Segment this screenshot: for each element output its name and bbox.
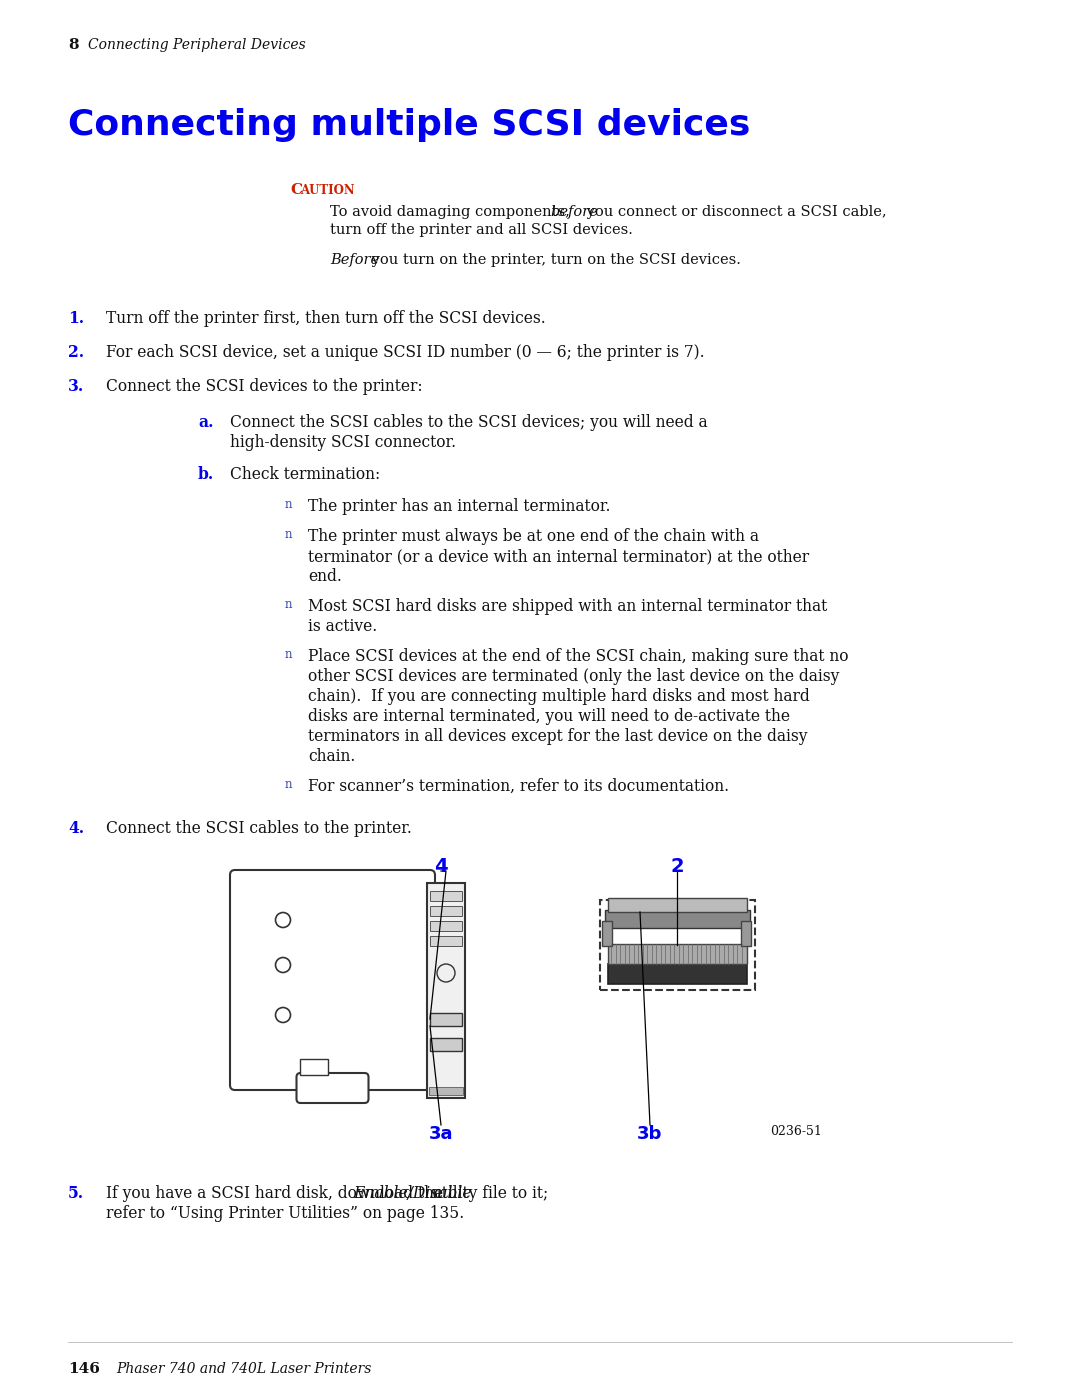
- Bar: [427, 883, 465, 1098]
- Text: is active.: is active.: [308, 617, 377, 636]
- Text: Most SCSI hard disks are shipped with an internal terminator that: Most SCSI hard disks are shipped with an…: [308, 598, 827, 615]
- Text: end.: end.: [308, 569, 342, 585]
- Bar: [608, 944, 747, 964]
- Text: Check termination:: Check termination:: [230, 467, 380, 483]
- Text: utility file to it;: utility file to it;: [428, 1185, 549, 1201]
- Text: 3a: 3a: [429, 1125, 454, 1143]
- Text: a.: a.: [198, 414, 214, 432]
- Text: disks are internal terminated, you will need to de-activate the: disks are internal terminated, you will …: [308, 708, 789, 725]
- Text: before: before: [550, 205, 597, 219]
- Text: 2.: 2.: [68, 344, 84, 360]
- Text: chain).  If you are connecting multiple hard disks and most hard: chain). If you are connecting multiple h…: [308, 687, 810, 705]
- Text: b.: b.: [198, 467, 214, 483]
- Text: For each SCSI device, set a unique SCSI ID number (0 — 6; the printer is 7).: For each SCSI device, set a unique SCSI …: [106, 344, 704, 360]
- Bar: [430, 891, 462, 901]
- Text: n: n: [285, 497, 293, 511]
- Bar: [430, 907, 462, 916]
- Text: 8: 8: [68, 38, 79, 52]
- Text: 0236-51: 0236-51: [770, 1125, 822, 1139]
- Bar: [300, 1059, 328, 1076]
- Text: Connecting multiple SCSI devices: Connecting multiple SCSI devices: [68, 108, 751, 142]
- Bar: [602, 921, 612, 946]
- Bar: [430, 936, 462, 946]
- Text: C: C: [291, 183, 302, 197]
- Text: n: n: [285, 598, 293, 610]
- Text: n: n: [285, 528, 293, 541]
- Bar: [430, 1013, 462, 1025]
- Text: 2: 2: [671, 856, 684, 876]
- Text: Enable/Disable: Enable/Disable: [353, 1185, 472, 1201]
- Text: AUTION: AUTION: [300, 184, 354, 197]
- Text: Connect the SCSI devices to the printer:: Connect the SCSI devices to the printer:: [106, 379, 422, 395]
- Text: high-density SCSI connector.: high-density SCSI connector.: [230, 434, 456, 451]
- Text: 146: 146: [68, 1362, 99, 1376]
- FancyBboxPatch shape: [297, 1073, 368, 1104]
- Text: Connect the SCSI cables to the printer.: Connect the SCSI cables to the printer.: [106, 820, 411, 837]
- Text: other SCSI devices are terminated (only the last device on the daisy: other SCSI devices are terminated (only …: [308, 668, 839, 685]
- Text: 3.: 3.: [68, 379, 84, 395]
- Bar: [608, 898, 747, 912]
- Text: you turn on the printer, turn on the SCSI devices.: you turn on the printer, turn on the SCS…: [367, 253, 741, 267]
- Text: 4: 4: [434, 856, 448, 876]
- Text: 4.: 4.: [68, 820, 84, 837]
- Bar: [605, 909, 750, 928]
- Bar: [429, 1087, 463, 1095]
- Text: The printer must always be at one end of the chain with a: The printer must always be at one end of…: [308, 528, 759, 545]
- Text: Turn off the printer first, then turn off the SCSI devices.: Turn off the printer first, then turn of…: [106, 310, 545, 327]
- Text: chain.: chain.: [308, 747, 355, 766]
- Text: terminator (or a device with an internal terminator) at the other: terminator (or a device with an internal…: [308, 548, 809, 564]
- Text: n: n: [285, 648, 293, 661]
- Text: 5.: 5.: [68, 1185, 84, 1201]
- Text: n: n: [285, 778, 293, 791]
- Text: terminators in all devices except for the last device on the daisy: terminators in all devices except for th…: [308, 728, 808, 745]
- Text: 1.: 1.: [68, 310, 84, 327]
- Bar: [741, 921, 751, 946]
- Bar: [430, 1038, 462, 1051]
- Text: you connect or disconnect a SCSI cable,: you connect or disconnect a SCSI cable,: [582, 205, 887, 219]
- Bar: [608, 964, 747, 983]
- Text: Phaser 740 and 740L Laser Printers: Phaser 740 and 740L Laser Printers: [116, 1362, 372, 1376]
- Text: The printer has an internal terminator.: The printer has an internal terminator.: [308, 497, 610, 515]
- Text: For scanner’s termination, refer to its documentation.: For scanner’s termination, refer to its …: [308, 778, 729, 795]
- Text: Connect the SCSI cables to the SCSI devices; you will need a: Connect the SCSI cables to the SCSI devi…: [230, 414, 707, 432]
- Bar: [600, 900, 755, 990]
- Bar: [430, 921, 462, 930]
- Text: Before: Before: [330, 253, 379, 267]
- Text: To avoid damaging components,: To avoid damaging components,: [330, 205, 575, 219]
- Text: refer to “Using Printer Utilities” on page 135.: refer to “Using Printer Utilities” on pa…: [106, 1206, 464, 1222]
- Text: 3b: 3b: [637, 1125, 663, 1143]
- Text: Connecting Peripheral Devices: Connecting Peripheral Devices: [87, 38, 306, 52]
- Text: If you have a SCSI hard disk, download the: If you have a SCSI hard disk, download t…: [106, 1185, 448, 1201]
- Text: Place SCSI devices at the end of the SCSI chain, making sure that no: Place SCSI devices at the end of the SCS…: [308, 648, 849, 665]
- Text: turn off the printer and all SCSI devices.: turn off the printer and all SCSI device…: [330, 224, 633, 237]
- FancyBboxPatch shape: [230, 870, 435, 1090]
